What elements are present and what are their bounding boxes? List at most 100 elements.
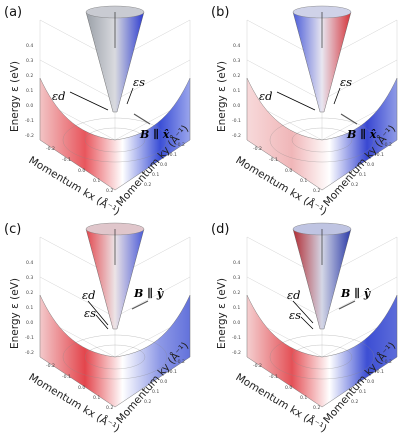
panel-d: (d) εd εs B ∥ ŷ 0.4 0.3 0.2 0.1 0.0 -0.1… bbox=[207, 217, 414, 434]
ky-tick: 0.0 bbox=[367, 162, 374, 168]
kx-tick: -0.1 bbox=[269, 157, 278, 163]
kx-tick: 0.1 bbox=[93, 178, 100, 184]
kx-tick: 0.1 bbox=[93, 395, 100, 401]
ky-tick: -0.2 bbox=[383, 142, 392, 148]
energy-tick: 0.2 bbox=[233, 73, 240, 79]
kx-tick: -0.1 bbox=[62, 374, 71, 380]
energy-tick: 0.3 bbox=[26, 275, 33, 281]
eps-d-label: εd bbox=[287, 288, 301, 302]
energy-tick: 0.4 bbox=[233, 260, 240, 266]
panel-label: (b) bbox=[211, 5, 229, 20]
ky-tick: 0.0 bbox=[367, 379, 374, 385]
eps-s-pointer bbox=[126, 87, 134, 105]
ky-ticks: -0.2 -0.1 0.0 0.1 0.2 bbox=[351, 359, 392, 405]
ky-tick: -0.2 bbox=[176, 142, 185, 148]
kx-tick: 0.2 bbox=[313, 405, 320, 411]
panel-label: (d) bbox=[211, 222, 229, 237]
eps-d-pointer bbox=[292, 300, 314, 324]
eps-s-label: εs bbox=[289, 308, 301, 322]
eps-d-pointer bbox=[69, 91, 109, 111]
energy-tick: 0.2 bbox=[233, 290, 240, 296]
panel-b: (b) εd εs B ∥ x̂ 0.4 0.3 0.2 0.1 0.0 -0.… bbox=[207, 0, 414, 217]
energy-tick: 0.0 bbox=[26, 320, 33, 326]
kx-tick: -0.1 bbox=[269, 374, 278, 380]
eps-d-label: εd bbox=[52, 89, 66, 103]
energy-tick: 0.3 bbox=[233, 275, 240, 281]
energy-tick: -0.1 bbox=[25, 118, 34, 124]
kx-tick: -0.2 bbox=[253, 146, 262, 152]
eps-d-label: εd bbox=[259, 89, 273, 103]
energy-axis-title: Energy ε (eV) bbox=[216, 61, 228, 132]
eps-s-pointer bbox=[95, 314, 109, 330]
energy-tick: 0.1 bbox=[26, 305, 33, 311]
field-arrow bbox=[131, 300, 149, 310]
energy-axis-title: Energy ε (eV) bbox=[9, 61, 21, 132]
ky-tick: 0.1 bbox=[152, 172, 159, 178]
panel-b-plot: (b) εd εs B ∥ x̂ 0.4 0.3 0.2 0.1 0.0 -0.… bbox=[211, 5, 398, 217]
field-arrow bbox=[338, 300, 356, 310]
ky-tick: -0.1 bbox=[375, 152, 384, 158]
energy-tick: -0.2 bbox=[232, 133, 241, 139]
dispersion-surface bbox=[39, 77, 191, 191]
energy-tick: 0.0 bbox=[233, 320, 240, 326]
energy-tick: -0.1 bbox=[25, 335, 34, 341]
ky-tick: 0.1 bbox=[152, 389, 159, 395]
energy-tick: 0.2 bbox=[26, 73, 33, 79]
kx-tick: 0.0 bbox=[285, 385, 292, 391]
ky-tick: 0.2 bbox=[144, 399, 151, 405]
contour-lines bbox=[269, 117, 375, 163]
ky-tick: -0.2 bbox=[383, 359, 392, 365]
kx-ticks: -0.2 -0.1 0.0 0.1 0.2 bbox=[253, 363, 320, 411]
ky-tick: 0.0 bbox=[160, 162, 167, 168]
panel-label: (c) bbox=[4, 222, 21, 237]
energy-tick: -0.1 bbox=[232, 335, 241, 341]
panel-a-plot: (a) εd εs B ∥ x̂ 0.4 0.3 0.2 0.1 0.0 -0.… bbox=[4, 5, 191, 217]
energy-tick: 0.3 bbox=[233, 58, 240, 64]
dispersion-surface bbox=[246, 294, 398, 408]
ky-tick: -0.2 bbox=[176, 359, 185, 365]
field-label: B ∥ ŷ bbox=[133, 287, 165, 300]
eps-s-pointer bbox=[333, 87, 341, 105]
kx-tick: 0.2 bbox=[313, 188, 320, 194]
ky-tick: 0.1 bbox=[359, 172, 366, 178]
energy-ticks: 0.4 0.3 0.2 0.1 0.0 -0.1 -0.2 bbox=[25, 43, 34, 139]
field-arrow bbox=[340, 113, 358, 125]
field-label: B ∥ x̂ bbox=[346, 128, 377, 141]
eps-s-label: εs bbox=[340, 75, 352, 89]
energy-tick: 0.1 bbox=[26, 88, 33, 94]
eps-s-label: εs bbox=[84, 306, 96, 320]
kx-ticks: -0.2 -0.1 0.0 0.1 0.2 bbox=[46, 363, 113, 411]
eps-s-label: εs bbox=[133, 75, 145, 89]
ky-tick: 0.2 bbox=[351, 399, 358, 405]
energy-ticks: 0.4 0.3 0.2 0.1 0.0 -0.1 -0.2 bbox=[232, 260, 241, 356]
kx-tick: 0.2 bbox=[106, 188, 113, 194]
energy-tick: 0.0 bbox=[26, 103, 33, 109]
eps-s-pointer bbox=[300, 316, 314, 330]
contour-lines bbox=[269, 334, 375, 380]
ky-tick: 0.1 bbox=[359, 389, 366, 395]
field-arrow bbox=[133, 113, 151, 125]
energy-tick: 0.3 bbox=[26, 58, 33, 64]
kx-tick: -0.2 bbox=[253, 363, 262, 369]
kx-tick: 0.1 bbox=[300, 395, 307, 401]
energy-tick: 0.0 bbox=[233, 103, 240, 109]
energy-tick: -0.2 bbox=[25, 133, 34, 139]
kx-tick: 0.2 bbox=[106, 405, 113, 411]
energy-axis-title: Energy ε (eV) bbox=[216, 278, 228, 349]
energy-tick: 0.2 bbox=[26, 290, 33, 296]
contour-lines bbox=[62, 117, 168, 163]
energy-axis-title: Energy ε (eV) bbox=[9, 278, 21, 349]
eps-d-label: εd bbox=[82, 288, 96, 302]
energy-ticks: 0.4 0.3 0.2 0.1 0.0 -0.1 -0.2 bbox=[25, 260, 34, 356]
ky-tick: -0.1 bbox=[168, 152, 177, 158]
ky-tick: 0.0 bbox=[160, 379, 167, 385]
ky-ticks: -0.2 -0.1 0.0 0.1 0.2 bbox=[144, 142, 185, 188]
panel-label: (a) bbox=[4, 5, 22, 20]
energy-ticks: 0.4 0.3 0.2 0.1 0.0 -0.1 -0.2 bbox=[232, 43, 241, 139]
energy-tick: -0.2 bbox=[232, 350, 241, 356]
kx-ticks: -0.2 -0.1 0.0 0.1 0.2 bbox=[46, 146, 113, 194]
energy-tick: -0.1 bbox=[232, 118, 241, 124]
ky-tick: -0.1 bbox=[168, 369, 177, 375]
ky-tick: -0.1 bbox=[375, 369, 384, 375]
